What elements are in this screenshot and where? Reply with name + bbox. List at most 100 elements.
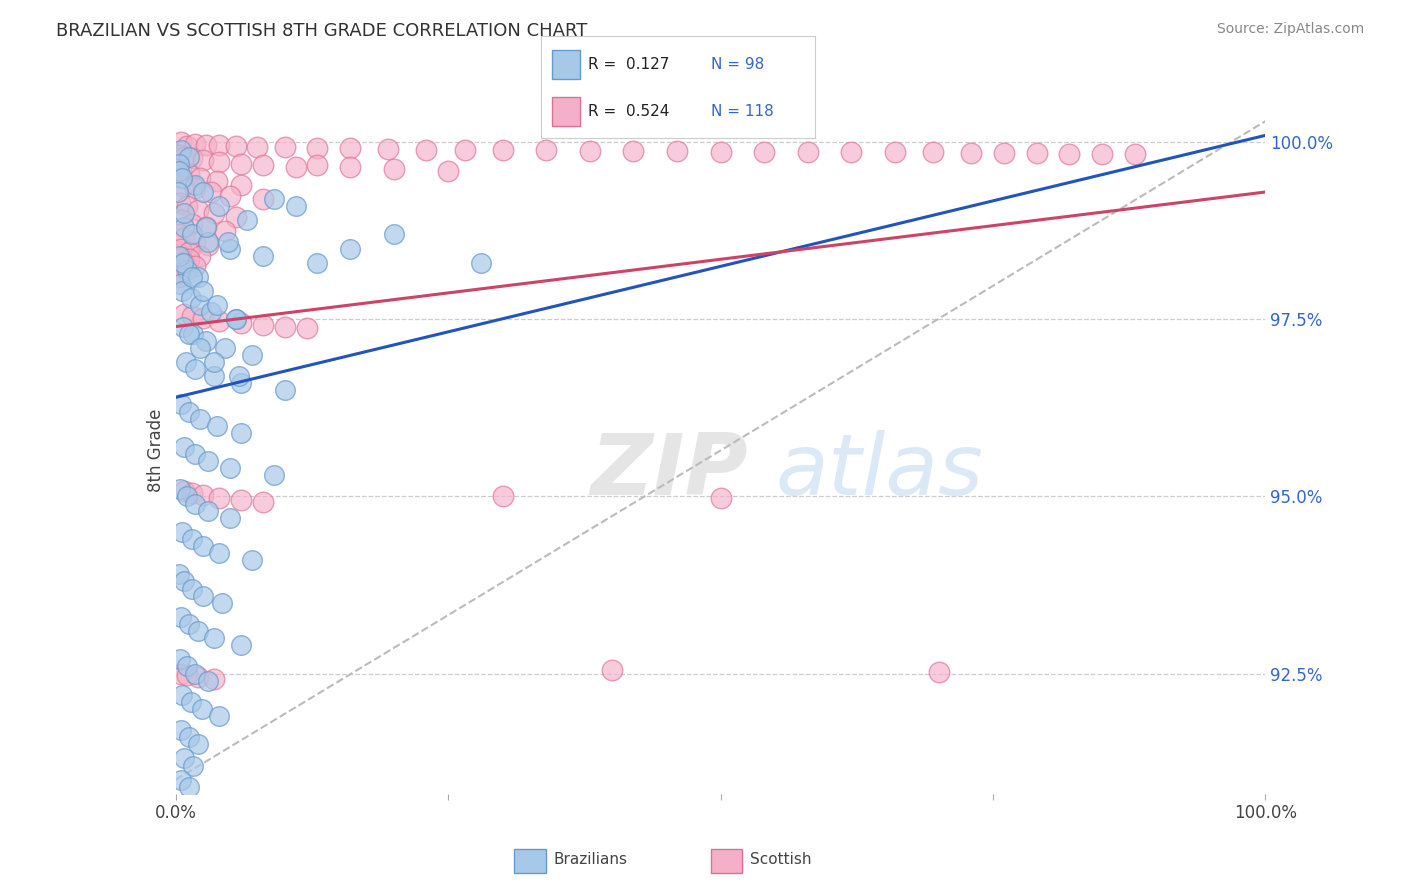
Point	[173, 220, 195, 235]
Point	[173, 574, 195, 589]
Point	[184, 260, 207, 274]
Point	[197, 238, 219, 252]
Point	[172, 688, 194, 702]
Point	[169, 268, 191, 283]
Point	[181, 326, 204, 341]
Point	[176, 659, 198, 673]
Point	[208, 199, 231, 213]
Point	[170, 143, 193, 157]
Point	[186, 737, 209, 751]
Point	[195, 334, 218, 348]
Point	[191, 539, 214, 553]
Point	[188, 170, 211, 185]
Point	[170, 397, 193, 411]
Point	[453, 143, 475, 157]
Point	[225, 139, 247, 153]
Point	[195, 220, 218, 235]
Point	[170, 610, 193, 624]
Text: N = 118: N = 118	[711, 104, 775, 120]
Point	[382, 162, 405, 177]
Point	[173, 150, 195, 164]
Point	[181, 270, 204, 285]
Point	[231, 157, 253, 171]
Point	[170, 250, 193, 264]
Point	[173, 483, 195, 498]
Point	[252, 249, 274, 263]
Point	[231, 493, 253, 508]
Point	[754, 145, 776, 159]
Point	[377, 142, 399, 156]
Point	[666, 144, 689, 158]
Point	[172, 213, 194, 227]
Point	[188, 298, 211, 312]
Point	[928, 665, 950, 679]
Point	[191, 488, 214, 502]
Point	[205, 298, 228, 312]
Point	[252, 158, 274, 172]
Point	[174, 355, 197, 369]
Point	[170, 163, 193, 178]
Bar	[515, 848, 546, 873]
Point	[177, 167, 200, 181]
Point	[208, 314, 231, 328]
Point	[184, 235, 207, 249]
Point	[170, 263, 193, 277]
Text: R =  0.127: R = 0.127	[588, 57, 669, 72]
Point	[884, 145, 907, 160]
Point	[208, 155, 231, 169]
Point	[188, 411, 211, 425]
Text: Source: ZipAtlas.com: Source: ZipAtlas.com	[1216, 22, 1364, 37]
Point	[195, 137, 218, 152]
Point	[1123, 147, 1146, 161]
Point	[205, 174, 228, 188]
Point	[170, 723, 193, 738]
Point	[191, 589, 214, 603]
Point	[231, 376, 253, 391]
Point	[214, 224, 236, 238]
Point	[167, 157, 190, 171]
Point	[197, 503, 219, 517]
Point	[176, 668, 198, 682]
Point	[197, 673, 219, 688]
Point	[208, 491, 231, 505]
Point	[284, 160, 307, 174]
Point	[993, 146, 1015, 161]
Point	[202, 355, 225, 369]
Point	[177, 404, 200, 418]
Point	[188, 249, 211, 263]
Point	[225, 312, 247, 326]
Point	[492, 143, 515, 157]
Point	[177, 252, 200, 267]
Point	[186, 270, 209, 285]
Point	[184, 497, 207, 511]
Point	[191, 311, 214, 326]
Point	[177, 150, 200, 164]
Point	[181, 486, 204, 500]
Point	[214, 341, 236, 355]
Point	[470, 256, 492, 270]
Point	[205, 418, 228, 433]
Point	[167, 267, 190, 281]
Point	[197, 235, 219, 249]
Text: atlas: atlas	[775, 430, 983, 513]
Point	[173, 440, 195, 454]
Point	[219, 510, 242, 524]
Point	[437, 163, 460, 178]
Point	[172, 179, 194, 194]
Point	[177, 326, 200, 341]
Point	[274, 384, 297, 398]
Point	[228, 369, 250, 384]
Point	[200, 305, 222, 319]
Point	[284, 199, 307, 213]
Point	[208, 546, 231, 560]
Point	[169, 483, 191, 497]
Text: ZIP: ZIP	[591, 430, 748, 513]
Point	[252, 318, 274, 332]
Point	[382, 227, 405, 242]
Point	[191, 153, 214, 168]
Point	[219, 188, 242, 202]
Point	[184, 666, 207, 681]
Point	[186, 624, 209, 638]
Point	[177, 780, 200, 794]
Point	[184, 136, 207, 151]
